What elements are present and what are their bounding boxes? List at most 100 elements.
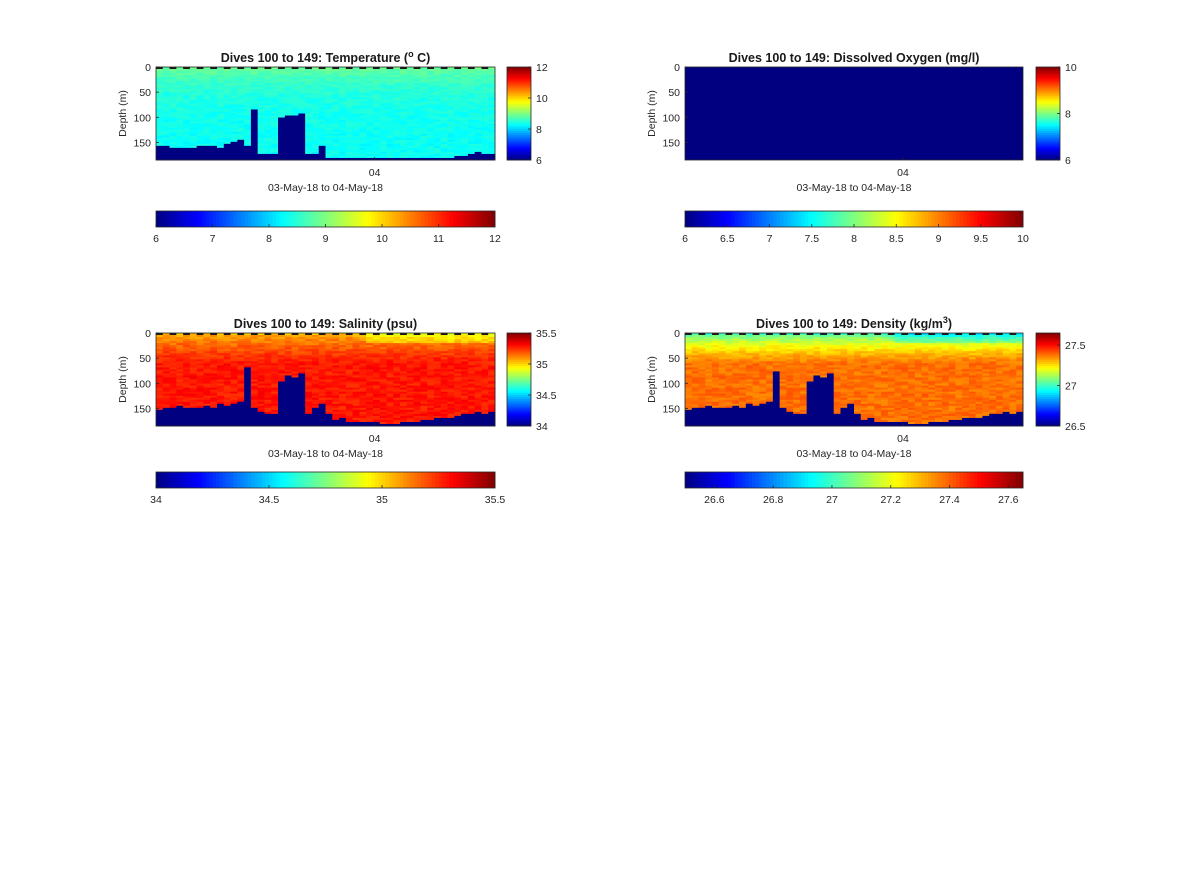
heatmap-cell xyxy=(474,81,482,84)
heatmap-cell xyxy=(420,151,428,155)
heatmap-cell xyxy=(278,151,286,155)
heatmap-cell xyxy=(291,73,299,76)
heatmap-cell xyxy=(284,153,292,157)
heatmap-cell xyxy=(176,127,184,131)
heatmap-cell xyxy=(244,121,252,125)
colorbar-segment xyxy=(198,211,203,227)
heatmap-cell xyxy=(393,67,401,70)
heatmap-cell xyxy=(264,99,272,102)
colorbar-segment xyxy=(507,136,531,140)
heatmap-cell xyxy=(406,155,415,159)
heatmap-cell xyxy=(189,107,198,110)
colorbar-segment xyxy=(832,211,837,227)
heatmap-cell xyxy=(372,345,381,348)
heatmap-cell xyxy=(237,93,245,96)
heatmap-cell xyxy=(284,95,292,98)
heatmap-cell xyxy=(352,155,360,159)
heatmap-cell xyxy=(420,153,428,157)
heatmap-cell xyxy=(183,343,191,346)
heatmap-cell xyxy=(386,421,394,425)
heatmap-cell xyxy=(359,89,367,92)
heatmap-cell xyxy=(339,421,347,425)
heatmap-cell xyxy=(278,85,286,88)
heatmap-cell xyxy=(156,89,164,92)
heatmap-cell xyxy=(488,359,496,362)
heatmap-cell xyxy=(366,123,374,127)
heatmap-cell xyxy=(223,357,231,360)
heatmap-cell xyxy=(264,369,272,372)
heatmap-cell xyxy=(400,109,408,112)
colorbar-segment xyxy=(507,94,531,97)
colorbar-segment xyxy=(507,134,531,138)
heatmap-cell xyxy=(352,109,360,112)
heatmap-cell xyxy=(332,383,340,386)
heatmap-cell xyxy=(406,93,415,96)
heatmap-cell xyxy=(372,111,381,114)
heatmap-cell xyxy=(230,157,238,161)
heatmap-cell xyxy=(230,103,238,106)
heatmap-cell xyxy=(230,407,238,411)
heatmap-cell xyxy=(488,155,496,159)
heatmap-cell xyxy=(305,141,313,145)
heatmap-cell xyxy=(447,89,455,92)
heatmap-cell xyxy=(271,119,279,122)
heatmap-cell xyxy=(447,359,455,362)
heatmap-cell xyxy=(311,119,320,122)
heatmap-cell xyxy=(345,73,354,76)
colorbar-segment xyxy=(247,211,252,227)
heatmap-cell xyxy=(461,405,469,409)
heatmap-cell xyxy=(352,409,360,413)
heatmap-cell xyxy=(169,73,177,76)
heatmap-cell xyxy=(393,71,401,74)
heatmap-cell xyxy=(440,417,448,421)
heatmap-cell xyxy=(325,419,333,423)
heatmap-cell xyxy=(433,341,442,344)
heatmap-cell xyxy=(305,377,313,380)
heatmap-cell xyxy=(162,391,170,395)
heatmap-cell xyxy=(406,143,415,147)
heatmap-cell xyxy=(156,141,164,145)
heatmap-cell xyxy=(332,351,340,354)
heatmap-cell xyxy=(433,155,442,159)
heatmap-cell xyxy=(352,125,360,129)
heatmap-cell xyxy=(386,95,394,98)
heatmap-cell xyxy=(433,389,442,393)
heatmap-cell xyxy=(291,411,299,415)
heatmap-cell xyxy=(488,399,496,403)
heatmap-cell xyxy=(183,135,191,139)
heatmap-cell xyxy=(244,365,252,368)
heatmap-cell xyxy=(372,413,381,417)
colorbar-segment xyxy=(184,211,189,227)
heatmap-cell xyxy=(257,155,265,159)
heatmap-cell xyxy=(332,349,340,352)
heatmap-cell xyxy=(169,143,177,147)
heatmap-cell xyxy=(325,411,333,415)
heatmap-cell xyxy=(413,97,421,100)
heatmap-cell xyxy=(440,87,448,90)
heatmap-cell xyxy=(420,113,428,116)
heatmap-cell xyxy=(447,77,455,80)
heatmap-cell xyxy=(454,121,462,125)
heatmap-cell xyxy=(345,353,354,356)
heatmap-cell xyxy=(217,117,225,120)
heatmap-cell xyxy=(250,151,259,155)
heatmap-cell xyxy=(352,363,360,366)
heatmap-cell xyxy=(379,397,387,401)
heatmap-cell xyxy=(176,141,184,145)
heatmap-cell xyxy=(176,409,184,413)
colorbar-segment xyxy=(695,211,700,227)
heatmap-cell xyxy=(325,121,333,125)
heatmap-cell xyxy=(400,401,408,405)
colorbar-segment xyxy=(839,211,844,227)
heatmap-cell xyxy=(386,411,394,415)
heatmap-cell xyxy=(271,415,279,419)
colorbar-segment xyxy=(357,211,362,227)
heatmap-cell xyxy=(481,401,489,405)
heatmap-cell xyxy=(203,69,211,72)
heatmap-cell xyxy=(427,155,435,159)
heatmap-cell xyxy=(488,141,496,145)
heatmap-cell xyxy=(393,83,401,86)
heatmap-cell xyxy=(250,69,259,72)
heatmap-cell xyxy=(488,353,496,356)
heatmap-cell xyxy=(305,417,313,421)
